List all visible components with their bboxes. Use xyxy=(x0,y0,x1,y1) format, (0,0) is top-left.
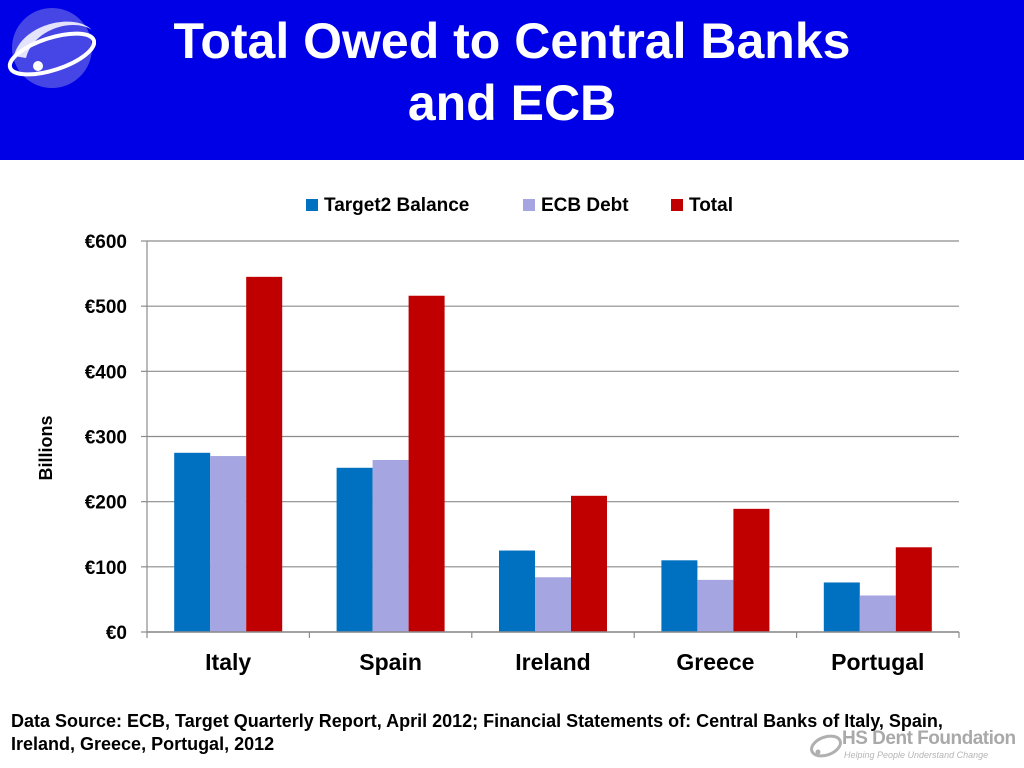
title-line-2: and ECB xyxy=(407,75,617,131)
y-tick-label: €600 xyxy=(85,232,127,253)
footer-brand-name: HS Dent Foundation xyxy=(842,728,1016,749)
x-tick-label: Greece xyxy=(676,649,754,675)
y-tick-label: €200 xyxy=(85,493,127,514)
bar-target2-balance-greece xyxy=(661,560,698,632)
x-axis: Italy Spain Ireland Greece Portugal xyxy=(146,631,960,675)
bar-ecb-debt-italy xyxy=(210,456,247,632)
title-line-1: Total Owed to Central Banks xyxy=(173,13,851,69)
y-tick-label: €100 xyxy=(85,558,127,579)
page-title: Total Owed to Central Banks and ECB xyxy=(0,10,1024,134)
bar-ecb-debt-ireland xyxy=(535,577,571,632)
footer-tagline: Helping People Understand Change xyxy=(844,750,989,760)
bar-chart: Target2 Balance ECB Debt Total €0€100€200€… xyxy=(36,195,960,675)
bar-total-portugal xyxy=(895,547,932,632)
footer-logo: HS Dent Foundation Helping People Unders… xyxy=(808,728,1016,764)
bar-target2-balance-italy xyxy=(174,452,211,632)
chart-bars xyxy=(174,276,932,632)
y-axis-ticks: €0 €100 €200 €300 €400 €500 €600 xyxy=(85,232,148,644)
legend-label: ECB Debt xyxy=(541,195,629,216)
bar-target2-balance-ireland xyxy=(499,550,535,632)
bar-total-spain xyxy=(408,295,445,632)
y-tick-label: €400 xyxy=(85,362,127,383)
legend-swatch xyxy=(523,199,535,211)
y-tick-label: €500 xyxy=(85,297,127,318)
x-tick-label: Ireland xyxy=(515,649,590,675)
legend-swatch xyxy=(306,199,318,211)
bar-ecb-debt-greece xyxy=(697,579,734,632)
bar-total-italy xyxy=(246,276,283,632)
y-tick-label: €0 xyxy=(106,623,127,644)
bar-total-greece xyxy=(733,508,770,632)
legend-label: Target2 Balance xyxy=(324,195,469,216)
bar-target2-balance-portugal xyxy=(823,582,860,632)
orbit-swoosh-icon xyxy=(7,8,96,88)
y-tick-label: €300 xyxy=(85,428,127,449)
bar-total-ireland xyxy=(571,495,607,632)
chart-legend: Target2 Balance ECB Debt Total xyxy=(306,195,733,216)
x-tick-label: Spain xyxy=(359,649,422,675)
x-tick-label: Portugal xyxy=(831,649,924,675)
legend-label: Total xyxy=(689,195,733,216)
y-axis-label: Billions xyxy=(36,415,56,480)
header-banner: Total Owed to Central Banks and ECB xyxy=(0,0,1024,160)
legend-swatch xyxy=(671,199,683,211)
swoosh-icon xyxy=(810,734,842,758)
x-tick-label: Italy xyxy=(205,649,251,675)
data-source-note: Data Source: ECB, Target Quarterly Repor… xyxy=(11,711,943,754)
bar-ecb-debt-portugal xyxy=(859,595,896,632)
bar-target2-balance-spain xyxy=(336,467,373,632)
bar-ecb-debt-spain xyxy=(372,459,409,632)
